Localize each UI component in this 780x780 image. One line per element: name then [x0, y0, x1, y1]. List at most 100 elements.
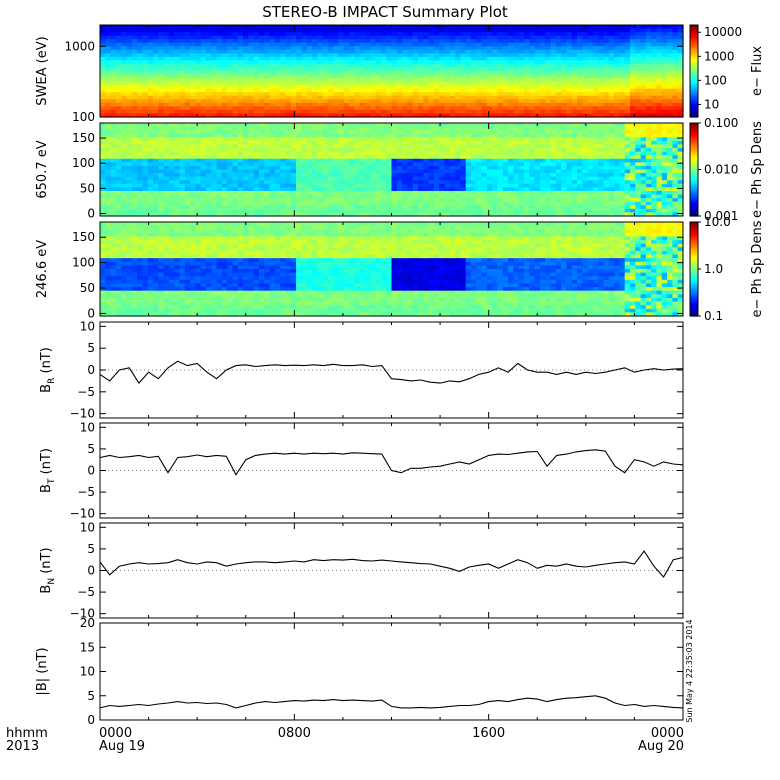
heatmap-cell — [492, 92, 499, 97]
heatmap-cell — [168, 194, 175, 199]
heatmap-cell — [460, 67, 467, 72]
heatmap-cell — [375, 194, 382, 199]
heatmap-cell — [571, 85, 578, 90]
heatmap-cell — [115, 155, 122, 160]
heatmap-cell — [460, 123, 467, 128]
heatmap-cell — [524, 46, 530, 51]
heatmap-cell — [640, 85, 647, 90]
heatmap-cell — [274, 99, 281, 104]
heatmap-cell — [195, 187, 202, 192]
heatmap-cell — [524, 95, 530, 100]
heatmap-cell — [105, 60, 112, 65]
heatmap-cell — [449, 165, 456, 171]
heatmap-cell — [131, 158, 138, 163]
heatmap-cell — [317, 88, 324, 93]
heatmap-cell — [115, 56, 122, 61]
heatmap-cell — [195, 173, 202, 178]
heatmap-cell — [497, 137, 504, 142]
heatmap-cell — [317, 123, 324, 128]
heatmap-cell — [248, 123, 255, 128]
heatmap-cell — [529, 74, 536, 79]
heatmap-cell — [184, 46, 191, 51]
heatmap-cell — [179, 71, 186, 76]
heatmap-cell — [481, 92, 488, 97]
heatmap-cell — [396, 173, 403, 178]
heatmap-cell — [206, 49, 212, 54]
heatmap-cell — [577, 102, 583, 107]
heatmap-cell — [264, 46, 271, 51]
heatmap-cell — [460, 190, 467, 196]
heatmap-cell — [444, 194, 451, 199]
heatmap-cell — [115, 88, 122, 93]
heatmap-cell — [402, 151, 408, 156]
heatmap-cell — [677, 46, 684, 51]
heatmap-cell — [147, 67, 154, 72]
heatmap-cell — [327, 81, 334, 86]
heatmap-cell — [359, 123, 366, 128]
heatmap-cell — [280, 148, 287, 153]
heatmap-cell — [179, 78, 186, 83]
heatmap-cell — [667, 49, 673, 54]
heatmap-cell — [460, 106, 467, 111]
heatmap-cell — [206, 81, 212, 86]
heatmap-cell — [375, 46, 382, 51]
heatmap-cell — [190, 74, 196, 79]
heatmap-cell — [428, 81, 435, 86]
heatmap-cell — [497, 155, 504, 160]
heatmap-cell — [237, 165, 244, 171]
heatmap-cell — [370, 63, 377, 69]
heatmap-cell — [677, 71, 684, 76]
heatmap-cell — [471, 42, 477, 47]
heatmap-cell — [259, 102, 265, 107]
heatmap-cell — [206, 42, 212, 47]
heatmap-cell — [200, 99, 207, 104]
heatmap-cell — [110, 92, 117, 97]
heatmap-cell — [327, 158, 334, 163]
colorbar-swatch — [690, 38, 698, 42]
heatmap-cell — [449, 63, 456, 69]
heatmap-cell — [555, 25, 562, 30]
heatmap-cell — [455, 187, 461, 192]
heatmap-cell — [216, 109, 223, 115]
heatmap-cell — [317, 165, 324, 171]
heatmap-cell — [338, 212, 345, 217]
heatmap-cell — [550, 85, 557, 90]
heatmap-cell — [508, 60, 514, 65]
heatmap-cell — [100, 205, 106, 210]
heatmap-cell — [651, 102, 658, 107]
heatmap-cell — [534, 95, 541, 100]
heatmap-cell — [370, 88, 377, 93]
heatmap-cell — [375, 92, 382, 97]
heatmap-cell — [587, 42, 594, 47]
heatmap-cell — [349, 205, 355, 210]
heatmap-cell — [264, 106, 271, 111]
heatmap-cell — [667, 53, 673, 58]
heatmap-cell — [365, 49, 371, 54]
heatmap-cell — [115, 176, 122, 181]
heatmap-cell — [206, 71, 212, 76]
heatmap-cell — [237, 109, 244, 115]
heatmap-cell — [529, 92, 536, 97]
heatmap-cell — [184, 88, 191, 93]
heatmap-cell — [110, 190, 117, 196]
heatmap-cell — [433, 130, 440, 135]
heatmap-cell — [386, 165, 393, 171]
heatmap-cell — [126, 56, 133, 61]
heatmap-cell — [306, 60, 313, 65]
heatmap-cell — [444, 49, 451, 54]
heatmap-cell — [216, 42, 223, 47]
heatmap-cell — [232, 133, 239, 138]
heatmap-cell — [502, 42, 509, 47]
heatmap-cell — [312, 53, 318, 58]
heatmap-cell — [211, 180, 218, 185]
heatmap-cell — [677, 67, 684, 72]
heatmap-cell — [237, 162, 244, 167]
heatmap-cell — [365, 187, 371, 192]
heatmap-cell — [142, 63, 149, 69]
heatmap-cell — [582, 81, 589, 86]
heatmap-cell — [460, 32, 467, 37]
heatmap-cell — [306, 133, 313, 138]
heatmap-cell — [481, 176, 488, 181]
heatmap-cell — [110, 99, 117, 104]
heatmap-cell — [460, 85, 467, 90]
